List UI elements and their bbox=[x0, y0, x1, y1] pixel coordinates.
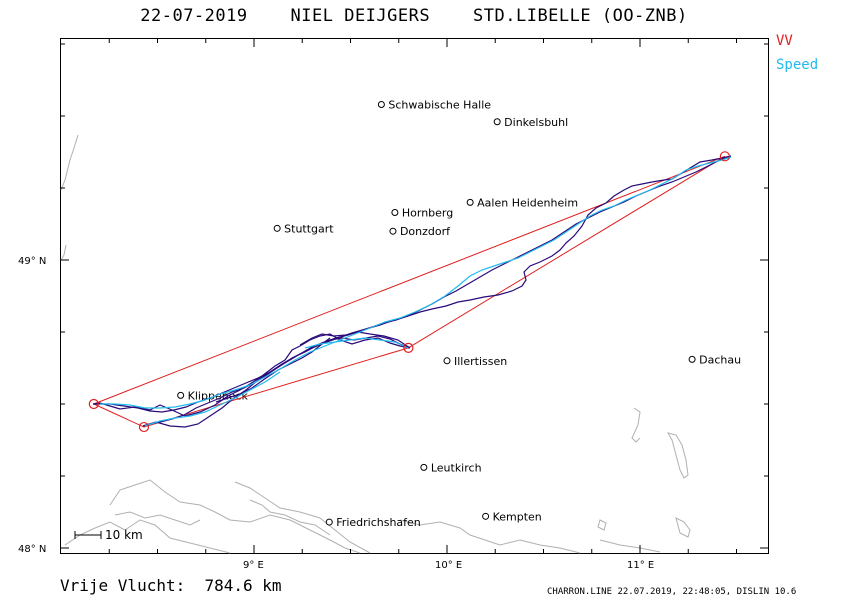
lon-label-10: 10° E bbox=[435, 560, 462, 571]
town-label: Schwabische Halle bbox=[388, 98, 491, 111]
town-marker bbox=[466, 198, 474, 206]
town-label: Dinkelsbuhl bbox=[504, 116, 568, 129]
town-marker bbox=[377, 100, 385, 108]
town-marker bbox=[493, 118, 501, 126]
town-label: Kempten bbox=[493, 510, 542, 523]
footer-info: CHARRON.LINE 22.07.2019, 22:48:05, DISLI… bbox=[547, 587, 797, 597]
town-label: Illertissen bbox=[454, 355, 507, 368]
town-markers: Schwabische Halle Dinkelsbuhl Aalen Heiden… bbox=[177, 98, 741, 529]
lat-label-49: 49° N bbox=[18, 256, 46, 267]
turnpoint-circle bbox=[403, 342, 414, 353]
legend-speed: Speed bbox=[776, 57, 819, 73]
town-marker bbox=[177, 391, 185, 399]
town-marker bbox=[443, 357, 451, 365]
scale-bar bbox=[74, 531, 102, 539]
map-frame bbox=[60, 38, 769, 554]
town-marker bbox=[482, 512, 490, 520]
turnpoint-circle bbox=[719, 151, 731, 162]
task-lines bbox=[93, 155, 726, 428]
town-label: Stuttgart bbox=[284, 222, 334, 235]
task-leg bbox=[93, 155, 726, 405]
task-leg bbox=[143, 347, 409, 428]
legend-vv: VV bbox=[776, 33, 793, 49]
town-label: Aalen Heidenheim bbox=[477, 196, 578, 209]
scale-bar-label: 10 km bbox=[105, 528, 143, 542]
town-marker bbox=[420, 463, 428, 471]
town-marker bbox=[391, 208, 399, 216]
speed-line bbox=[100, 156, 732, 427]
town-marker bbox=[273, 224, 281, 232]
lon-label-11: 11° E bbox=[627, 560, 654, 571]
turnpoint-circle bbox=[88, 398, 99, 410]
lon-label-9: 9° E bbox=[243, 560, 264, 571]
town-label: Leutkirch bbox=[431, 461, 482, 474]
turnpoints bbox=[88, 151, 731, 433]
task-leg bbox=[408, 155, 726, 349]
lat-label-48: 48° N bbox=[18, 544, 46, 555]
town-label: Donzdorf bbox=[400, 225, 451, 238]
town-marker bbox=[389, 227, 397, 235]
chart-title: 22-07-2019 NIEL DEIJGERS STD.LIBELLE (OO… bbox=[140, 6, 688, 26]
town-label: Hornberg bbox=[402, 206, 453, 219]
terrain-outlines bbox=[60, 134, 691, 554]
town-marker bbox=[688, 355, 696, 363]
flight-distance: Vrije Vlucht: 784.6 km bbox=[60, 576, 282, 595]
town-label: Friedrichshafen bbox=[336, 516, 421, 529]
axis-ticks bbox=[61, 39, 768, 553]
turnpoint-circle bbox=[138, 421, 150, 433]
town-marker bbox=[325, 518, 333, 526]
task-leg bbox=[93, 403, 145, 428]
town-label: Dachau bbox=[699, 353, 741, 366]
